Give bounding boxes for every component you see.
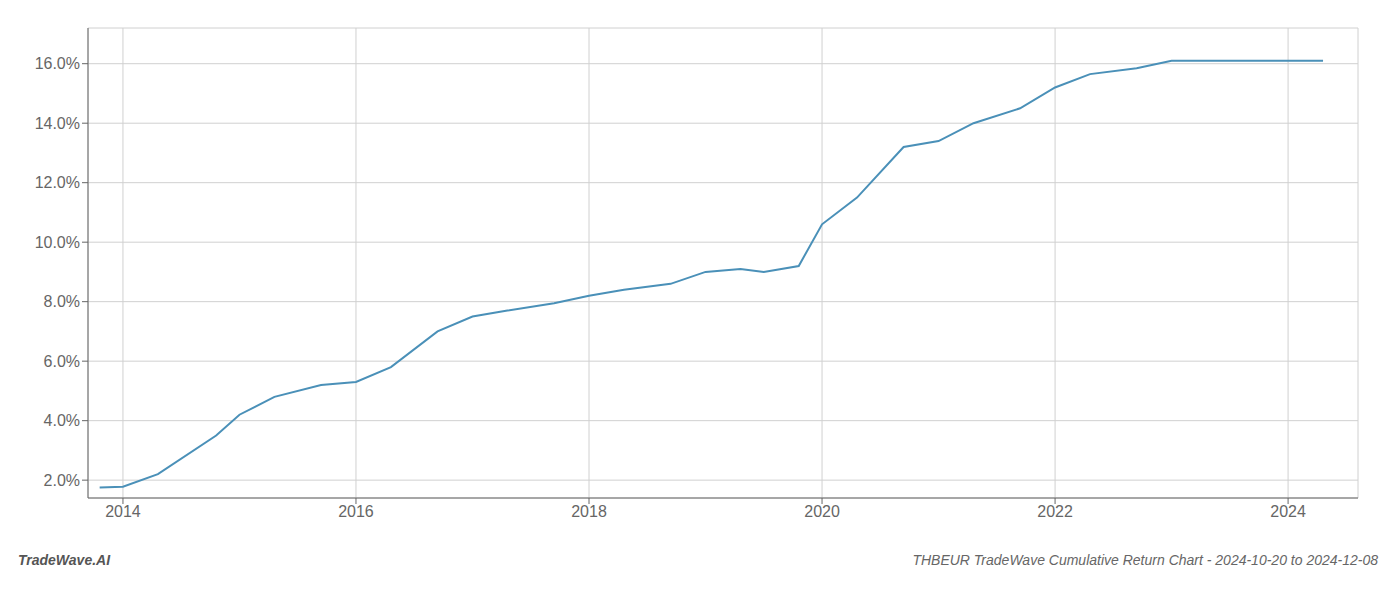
svg-text:8.0%: 8.0% — [44, 293, 80, 310]
svg-text:6.0%: 6.0% — [44, 353, 80, 370]
svg-text:2.0%: 2.0% — [44, 472, 80, 489]
svg-text:2020: 2020 — [804, 503, 840, 520]
html-text:THBEUR TradeWave Cumulative Re: THBEUR TradeWave Cumulative Return Chart… — [912, 552, 1378, 568]
html-text:TradeWave.AI: TradeWave.AI — [18, 552, 111, 568]
svg-text:2022: 2022 — [1037, 503, 1073, 520]
svg-text:2016: 2016 — [338, 503, 374, 520]
svg-text:2014: 2014 — [105, 503, 141, 520]
svg-text:4.0%: 4.0% — [44, 412, 80, 429]
svg-text:12.0%: 12.0% — [35, 174, 80, 191]
svg-text:2024: 2024 — [1270, 503, 1306, 520]
svg-text:16.0%: 16.0% — [35, 55, 80, 72]
svg-text:14.0%: 14.0% — [35, 115, 80, 132]
svg-text:10.0%: 10.0% — [35, 234, 80, 251]
svg-text:2018: 2018 — [571, 503, 607, 520]
